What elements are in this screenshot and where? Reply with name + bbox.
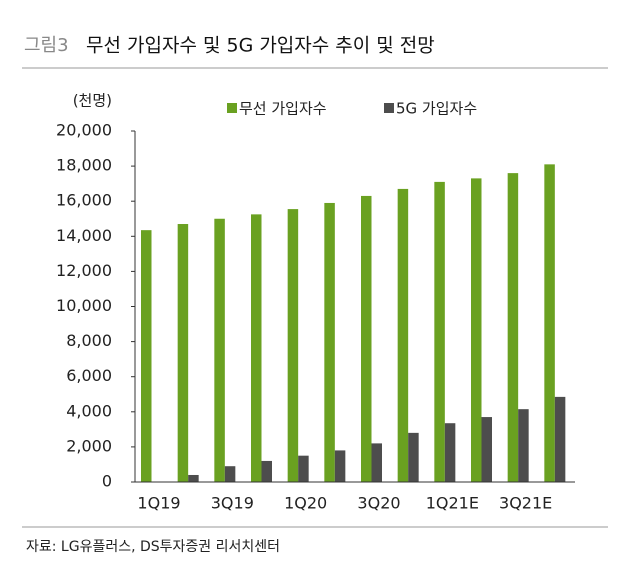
figure-label: 그림3 [24, 35, 69, 56]
bar [324, 202, 335, 482]
legend-label: 무선 가입자수 [239, 100, 327, 118]
bar [397, 188, 409, 483]
bar [334, 450, 346, 482]
bar [177, 224, 189, 482]
y-tick-label: 0 [102, 472, 112, 491]
y-tick-label: 2,000 [66, 436, 112, 455]
bar [298, 455, 309, 482]
bar [287, 209, 299, 482]
y-tick-label: 18,000 [56, 156, 112, 175]
legend-swatch [384, 103, 394, 113]
bar [507, 173, 519, 482]
y-tick-label: 16,000 [56, 191, 112, 210]
bar [141, 230, 152, 482]
bar [371, 443, 382, 482]
unit-label: (천명) [73, 92, 112, 110]
y-tick-label: 10,000 [56, 296, 112, 315]
y-tick-label: 6,000 [66, 366, 112, 385]
bar [251, 214, 262, 483]
bar [554, 396, 566, 482]
bar [224, 466, 236, 482]
bar [544, 164, 555, 482]
bar [261, 460, 272, 482]
bar [481, 417, 492, 482]
bar [444, 423, 456, 482]
bar [361, 195, 372, 482]
x-tick-label: 1Q19 [137, 494, 180, 513]
y-tick-label: 20,000 [56, 121, 112, 140]
x-tick-label: 1Q20 [284, 494, 327, 513]
x-tick-label: 3Q21E [499, 494, 552, 513]
bar [471, 178, 482, 482]
chart-title: 무선 가입자수 및 5G 가입자수 추이 및 전망 [86, 35, 435, 57]
bar [408, 432, 419, 482]
bar [214, 218, 225, 482]
source-note: 자료: LG유플러스, DS투자증권 리서치센터 [26, 539, 280, 555]
y-tick-label: 4,000 [66, 401, 112, 420]
y-tick-label: 8,000 [66, 331, 112, 350]
x-tick-label: 1Q21E [426, 494, 479, 513]
bar [518, 409, 529, 482]
bar [188, 474, 199, 482]
x-tick-label: 3Q19 [211, 494, 254, 513]
y-tick-label: 12,000 [56, 261, 112, 280]
legend-swatch [227, 103, 237, 113]
legend-label: 5G 가입자수 [396, 100, 477, 118]
bar [434, 181, 445, 482]
x-tick-label: 3Q20 [357, 494, 400, 513]
y-tick-label: 14,000 [56, 226, 112, 245]
